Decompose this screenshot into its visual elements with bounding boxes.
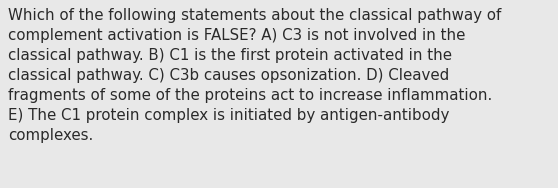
Text: Which of the following statements about the classical pathway of
complement acti: Which of the following statements about … [8,8,502,143]
